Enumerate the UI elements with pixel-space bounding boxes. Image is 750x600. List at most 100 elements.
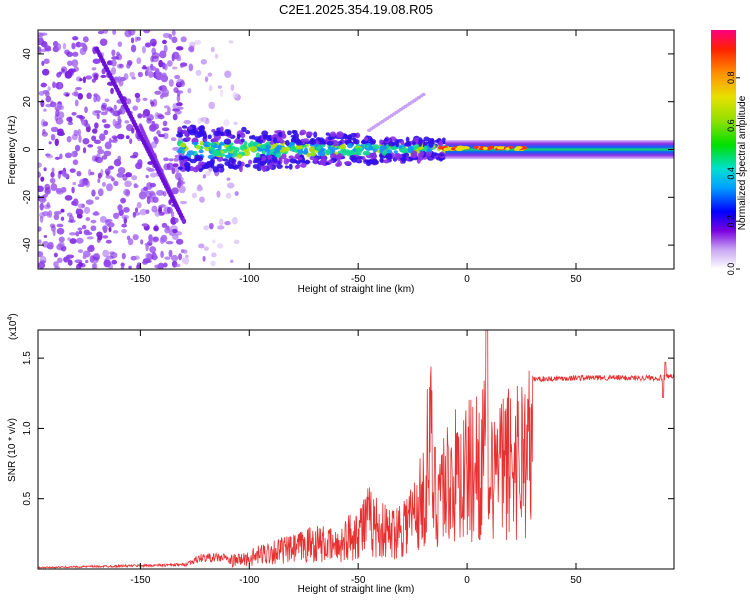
heatmap-cell <box>75 41 82 48</box>
heatmap-cell <box>195 69 202 77</box>
colorbar-tick-label: 0.4 <box>726 167 736 180</box>
heatmap-cell <box>127 238 134 246</box>
heatmap-cell <box>72 51 79 57</box>
heatmap-cell <box>119 76 127 82</box>
heatmap-band-cell <box>237 160 242 167</box>
heatmap-cell <box>60 216 65 221</box>
heatmap-y-axis-label: Frequency (Hz) <box>7 116 18 185</box>
heatmap-cell <box>101 118 107 123</box>
heatmap-band-cell <box>195 155 204 162</box>
heatmap-cell <box>75 86 82 91</box>
heatmap-band-cell <box>182 129 188 135</box>
heatmap-cell <box>38 226 42 232</box>
heatmap-cell <box>45 95 52 103</box>
heatmap-cell <box>110 59 117 67</box>
heatmap-cell <box>164 227 171 234</box>
heatmap-cell <box>225 192 232 199</box>
heatmap-cell <box>132 234 139 241</box>
heatmap-cell <box>121 252 126 260</box>
heatmap-band-cell <box>304 160 311 164</box>
heatmap-cell <box>56 227 65 235</box>
heatmap-cell <box>107 165 115 170</box>
heatmap-band-cell <box>337 154 341 162</box>
heatmap-band-cell <box>186 150 195 156</box>
heatmap-cell <box>174 110 182 115</box>
heatmap-band-cell <box>255 152 261 159</box>
heatmap-band-cell <box>328 159 333 164</box>
heatmap-cell <box>121 223 127 228</box>
heatmap-cell <box>72 181 77 186</box>
heatmap-band-cell <box>207 134 212 140</box>
heatmap-cell <box>53 261 59 268</box>
heatmap-cell <box>181 257 190 265</box>
heatmap-cell <box>111 49 116 57</box>
heatmap-y-tick-label: -20 <box>22 190 33 205</box>
heatmap-cell <box>77 227 83 231</box>
heatmap-cell <box>210 260 216 267</box>
heatmap-cell <box>84 106 88 114</box>
heatmap-cell <box>38 47 42 55</box>
heatmap-band-cell <box>273 137 277 144</box>
heatmap-band-cell <box>395 140 400 148</box>
heatmap-cell <box>120 197 127 204</box>
heatmap-cell <box>167 107 171 113</box>
heatmap-cell <box>39 203 44 211</box>
heatmap-cell <box>42 128 46 135</box>
heatmap-cell <box>38 91 45 96</box>
heatmap-cell <box>226 182 235 189</box>
snr-x-ticks: -150 -100 -50 0 50 <box>130 330 582 586</box>
heatmap-cell <box>228 40 234 44</box>
heatmap-cell <box>104 141 112 150</box>
heatmap-cell <box>71 186 75 194</box>
heatmap-band-cell <box>438 153 445 157</box>
heatmap-cell <box>105 219 113 223</box>
heatmap-band-cell <box>368 144 373 151</box>
snr-x-tick-label: -100 <box>239 575 259 586</box>
heatmap-band-cell <box>288 163 293 170</box>
heatmap-band-cell <box>177 166 184 170</box>
heatmap-band-cell <box>219 126 224 133</box>
heatmap-band-cell <box>363 136 369 142</box>
heatmap-cell <box>174 217 179 223</box>
heatmap-band-cell <box>183 158 188 163</box>
heatmap-cell <box>77 93 84 100</box>
heatmap-cell <box>134 255 140 260</box>
heatmap-band-cell <box>355 147 363 154</box>
snr-y-tick-label: 1.0 <box>22 421 33 435</box>
heatmap-cell <box>130 37 135 44</box>
heatmap-cell <box>64 194 73 201</box>
heatmap-band-cell <box>390 146 397 151</box>
snr-series-line <box>38 330 674 569</box>
heatmap-peak-cell <box>482 146 488 150</box>
heatmap-cell <box>91 67 97 71</box>
heatmap-band-cell <box>265 144 272 150</box>
heatmap-cell <box>165 241 174 245</box>
heatmap-cell <box>82 147 87 154</box>
heatmap-cell <box>121 228 127 234</box>
heatmap-cell <box>77 249 84 253</box>
heatmap-cell <box>174 74 181 80</box>
heatmap-cell <box>67 60 73 66</box>
heatmap-cell <box>47 86 51 92</box>
heatmap-cell <box>41 60 45 66</box>
heatmap-cell <box>132 211 141 216</box>
heatmap-cell <box>163 44 168 53</box>
heatmap-band-cell <box>388 141 396 147</box>
heatmap-cell <box>187 87 192 94</box>
heatmap-band-cell <box>404 142 412 147</box>
heatmap-cell <box>104 98 110 103</box>
heatmap-cell <box>58 236 65 243</box>
heatmap-band-cell <box>379 158 385 163</box>
heatmap-band-cell <box>308 146 316 153</box>
heatmap-cell <box>71 112 77 116</box>
heatmap-band-cell <box>326 140 334 146</box>
heatmap-cell <box>167 60 173 67</box>
heatmap-cell <box>42 68 50 76</box>
heatmap-cell <box>67 259 73 266</box>
heatmap-cell <box>143 186 148 191</box>
heatmap-x-tick-label: -50 <box>351 274 366 285</box>
heatmap-cell <box>38 39 43 45</box>
heatmap-cell <box>132 105 139 111</box>
heatmap-cell <box>176 102 183 107</box>
